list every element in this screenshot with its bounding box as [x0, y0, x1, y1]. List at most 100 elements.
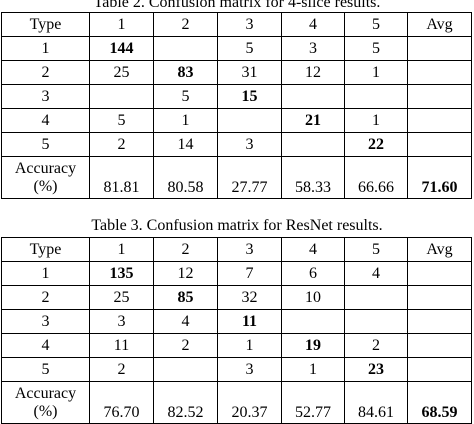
matrix-cell-text: 10 — [305, 288, 321, 306]
matrix-cell-text: 4 — [181, 312, 190, 330]
avg-empty-cell — [407, 285, 472, 310]
matrix-cell: 12 — [153, 261, 218, 286]
matrix-cell: 5 — [153, 84, 218, 109]
accuracy-label: Accuracy (%) — [1, 156, 90, 199]
matrix-cell: 11 — [217, 309, 282, 334]
accuracy-value-text: 20.37 — [231, 404, 268, 421]
matrix-cell-text: 22 — [368, 135, 384, 153]
matrix-cell — [153, 357, 218, 382]
matrix-cell-text: 19 — [305, 336, 321, 354]
matrix-cell: 1 — [281, 357, 345, 382]
table-row: 2 25 83 31 12 1 — [1, 60, 472, 85]
row-label-text: 5 — [41, 360, 50, 378]
header-cell-text: Type — [29, 240, 62, 258]
header-cell: 1 — [89, 12, 154, 37]
header-cell-text: 2 — [181, 240, 190, 258]
matrix-cell-text: 3 — [309, 39, 317, 57]
matrix-cell-text: 3 — [245, 360, 254, 378]
matrix-cell-text: 23 — [368, 360, 384, 378]
matrix-cell-text: 25 — [113, 63, 130, 81]
matrix-cell: 1 — [217, 333, 282, 358]
accuracy-avg-text: 71.60 — [421, 179, 458, 196]
row-label-text: 1 — [41, 39, 50, 57]
header-cell: 3 — [217, 237, 282, 262]
accuracy-value-text: 27.77 — [231, 179, 268, 196]
accuracy-value: 27.77 — [217, 156, 282, 199]
matrix-cell — [344, 285, 408, 310]
matrix-cell: 19 — [281, 333, 345, 358]
header-cell-text: 5 — [372, 240, 380, 258]
table-row: 3 3 4 11 — [1, 309, 472, 334]
matrix-cell: 1 — [344, 108, 408, 133]
accuracy-value-text: 58.33 — [295, 179, 331, 196]
table2-confusion-matrix: Type 1 2 3 4 5 Avg 1 144 5 3 5 2 25 83 31 12 1 3 5 15 4 5 1 21 1 5… — [1, 12, 472, 199]
accuracy-row: Accuracy (%) 81.81 80.58 27.77 58.33 66.66 71.6… — [1, 156, 472, 199]
header-cell: 3 — [217, 12, 282, 37]
matrix-cell-text: 1 — [372, 63, 380, 81]
accuracy-value: 52.77 — [281, 381, 345, 424]
avg-empty-cell — [407, 60, 472, 85]
matrix-cell-text: 31 — [241, 63, 258, 81]
matrix-cell-text: 25 — [113, 288, 130, 306]
matrix-cell-text: 12 — [177, 264, 194, 282]
row-label: 5 — [1, 357, 90, 382]
row-label: 2 — [1, 285, 90, 310]
header-cell-text: 1 — [117, 240, 126, 258]
header-cell-text: 3 — [245, 240, 254, 258]
matrix-cell-text: 11 — [241, 312, 258, 330]
header-row: Type 1 2 3 4 5 Avg — [1, 12, 472, 37]
matrix-cell: 21 — [281, 108, 345, 133]
matrix-cell-text: 5 — [372, 39, 380, 57]
table-row: 4 11 2 1 19 2 — [1, 333, 472, 358]
matrix-cell-text: 32 — [241, 288, 258, 306]
avg-empty-cell — [407, 333, 472, 358]
matrix-cell-text: 2 — [372, 336, 380, 354]
row-label: 3 — [1, 309, 90, 334]
matrix-cell-text: 4 — [372, 264, 380, 282]
header-cell-text: 1 — [117, 15, 126, 33]
accuracy-value-text: 80.58 — [167, 179, 204, 196]
matrix-cell: 3 — [217, 357, 282, 382]
header-cell: 1 — [89, 237, 154, 262]
row-label: 5 — [1, 132, 90, 157]
row-label: 2 — [1, 60, 90, 85]
matrix-cell: 14 — [153, 132, 218, 157]
row-label-text: 2 — [41, 63, 50, 81]
matrix-cell: 85 — [153, 285, 218, 310]
header-cell-text: 2 — [181, 15, 190, 33]
accuracy-avg: 71.60 — [407, 156, 472, 199]
matrix-cell-text: 15 — [241, 87, 258, 105]
accuracy-value: 82.52 — [153, 381, 218, 424]
matrix-cell: 32 — [217, 285, 282, 310]
matrix-cell-text: 12 — [305, 63, 321, 81]
header-cell: Avg — [407, 237, 472, 262]
matrix-cell: 31 — [217, 60, 282, 85]
row-label: 1 — [1, 261, 90, 286]
accuracy-value-text: 84.61 — [358, 404, 394, 421]
avg-empty-cell — [407, 108, 472, 133]
matrix-cell: 3 — [217, 132, 282, 157]
accuracy-label-line1: Accuracy — [14, 159, 77, 177]
accuracy-value: 81.81 — [89, 156, 154, 199]
matrix-cell-text: 144 — [109, 39, 134, 57]
matrix-cell — [344, 309, 408, 334]
matrix-cell: 25 — [89, 285, 154, 310]
matrix-cell-text: 5 — [245, 39, 254, 57]
accuracy-row: Accuracy (%) 76.70 82.52 20.37 52.77 84.61 68.5… — [1, 381, 472, 424]
matrix-cell: 5 — [344, 36, 408, 61]
matrix-cell-text: 1 — [372, 111, 380, 129]
matrix-cell — [217, 108, 282, 133]
table-row: 1 144 5 3 5 — [1, 36, 472, 61]
accuracy-value: 84.61 — [344, 381, 408, 424]
matrix-cell: 2 — [344, 333, 408, 358]
table3-caption: Table 3. Confusion matrix for ResNet res… — [91, 217, 383, 234]
avg-empty-cell — [407, 309, 472, 334]
matrix-cell: 10 — [281, 285, 345, 310]
matrix-cell: 12 — [281, 60, 345, 85]
matrix-cell: 3 — [281, 36, 345, 61]
avg-empty-cell — [407, 84, 472, 109]
avg-empty-cell — [407, 36, 472, 61]
matrix-cell: 15 — [217, 84, 282, 109]
matrix-cell-text: 6 — [309, 264, 317, 282]
matrix-cell-text: 5 — [181, 87, 190, 105]
